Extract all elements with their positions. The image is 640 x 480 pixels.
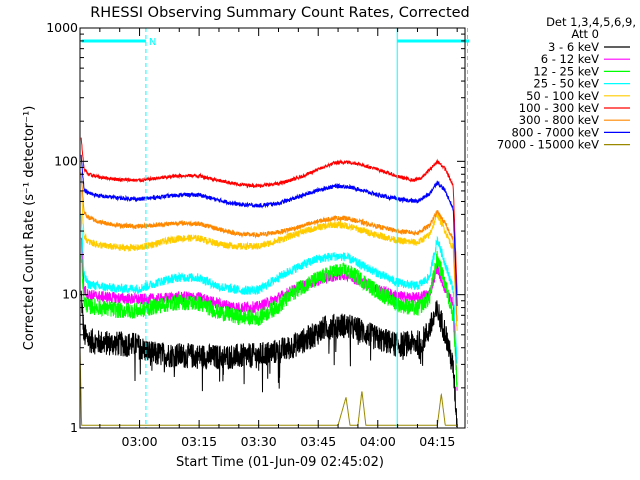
x-tick-label-1: 03:00 [122, 434, 158, 449]
x-tick-label-2: 03:15 [181, 434, 217, 449]
series-line-8 [80, 154, 458, 307]
series-line-3 [80, 250, 458, 388]
legend-label-2: 6 - 12 keV [541, 52, 599, 66]
plot-frame [79, 27, 466, 429]
series-line-7 [80, 172, 458, 322]
y-axis-label: Corrected Count Rate (s⁻¹ detector⁻¹) [22, 106, 37, 351]
legend-label-6: 100 - 300 keV [519, 101, 599, 115]
series-line-2 [80, 237, 458, 391]
legend-header-line-2: Att 0 [571, 27, 599, 41]
x-tick-label-3: 03:30 [241, 434, 277, 449]
legend-label-5: 50 - 100 keV [526, 89, 599, 103]
x-tick-label-6: 04:15 [419, 434, 455, 449]
series-line-5 [80, 190, 458, 331]
axis-layer: 1 10 100 1000 03:00 03:15 03:30 03:45 04:00 04:15 [46, 20, 465, 449]
series-layer [79, 137, 458, 427]
y-tick-label-4: 1000 [46, 20, 78, 35]
annotation-layer: N [81, 28, 470, 428]
x-axis-label: Start Time (01-Jun-09 02:45:02) [176, 455, 384, 470]
legend-label-9: 7000 - 15000 keV [497, 138, 599, 152]
chart-title: RHESSI Observing Summary Count Rates, Co… [90, 5, 470, 21]
legend-label-3: 12 - 25 keV [533, 64, 599, 78]
legend-label-1: 3 - 6 keV [548, 40, 599, 54]
y-tick-label-3: 100 [54, 153, 78, 168]
x-tick-label-5: 04:00 [360, 434, 396, 449]
y-tick-label-2: 10 [62, 287, 78, 302]
legend-header-line-1: Det 1,3,4,5,6,9, [546, 15, 636, 29]
series-line-1 [80, 290, 458, 427]
night-marker-label: N [149, 37, 156, 48]
legend-label-4: 25 - 50 keV [533, 77, 599, 91]
legend-label-8: 800 - 7000 keV [511, 125, 599, 139]
x-tick-label-4: 03:45 [300, 434, 336, 449]
legend-label-7: 300 - 800 keV [519, 113, 599, 127]
y-tick-label-1: 1 [70, 420, 78, 435]
series-line-4 [80, 214, 458, 364]
series-line-9 [79, 347, 458, 426]
series-line-6 [80, 137, 458, 294]
